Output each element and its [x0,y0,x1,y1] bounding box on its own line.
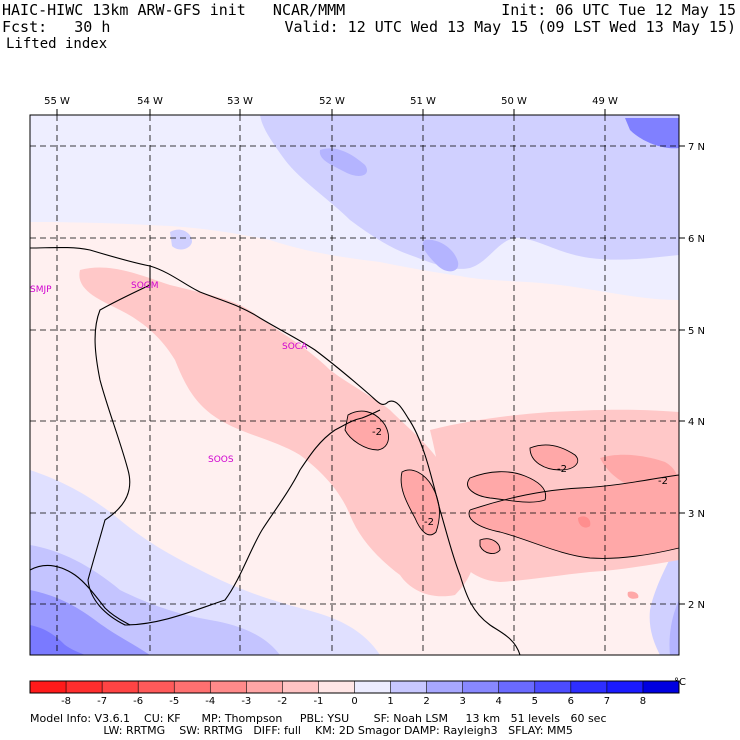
lon-label: 51 W [410,96,436,107]
colorbar: -8 -7 -6 -5 -4 -3 -2 -1 0 1 2 3 4 5 6 7 8 °C [29,677,686,707]
colorbar-swatch [138,681,175,693]
colorbar-tick-label: -1 [313,696,323,707]
colorbar-tick-label: 8 [640,696,646,707]
colorbar-swatch [282,681,319,693]
lon-label: 49 W [592,96,618,107]
colorbar-swatch [426,681,463,693]
lat-label: 5 N [688,326,705,337]
colorbar-unit: °C [674,677,686,688]
colorbar-tick-label: 2 [423,696,429,707]
colorbar-tick-label: -5 [169,696,179,707]
lat-label: 4 N [688,417,705,428]
lon-label: 52 W [319,96,345,107]
contour-label: -2 [372,427,382,438]
colorbar-tick-label: 4 [496,696,502,707]
colorbar-tick-label: -2 [277,696,287,707]
latlon-grid [30,115,679,655]
lon-label: 55 W [44,96,70,107]
colorbar-tick-label: 0 [351,696,357,707]
colorbar-tick-label: -8 [61,696,71,707]
colorbar-tick-label: 7 [604,696,610,707]
contour-lines [344,410,680,559]
lat-label: 7 N [688,142,705,153]
colorbar-swatch [606,681,644,693]
init-time: Init: 06 UTC Tue 12 May 15 [501,1,736,19]
colorbar-swatch [570,681,608,693]
colorbar-swatch [318,681,355,693]
station-label: SMJP [30,285,52,295]
colorbar-tick-label: 5 [532,696,538,707]
valid-time: Valid: 12 UTC Wed 13 May 15 (09 LST Wed … [284,18,736,36]
colorbar-swatch [642,681,680,693]
colorbar-swatch [174,681,211,693]
model-title: HAIC-HIWC 13km ARW-GFS init NCAR/MMM [2,1,346,19]
station-label: SOGM [131,281,159,291]
station-label: SOCA [282,342,308,352]
field-name: Lifted index [6,36,108,52]
colorbar-swatch [246,681,283,693]
lat-label: 2 N [688,600,705,611]
contour-label: -2 [557,464,567,475]
colorbar-tick-label: 1 [387,696,393,707]
colorbar-tick-label: -6 [133,696,143,707]
colorbar-swatch [30,681,67,693]
model-info-line-2: LW: RRTMG SW: RRTMG DIFF: full KM: 2D Sm… [30,724,573,737]
colorbar-tick-label: 3 [459,696,465,707]
contour-label: -2 [424,517,434,528]
lon-label: 50 W [501,96,527,107]
forecast-hour: Fcst: 30 h [2,18,111,36]
station-label: SOOS [208,455,234,465]
tick-marks [56,109,685,605]
coastline-borders [29,246,521,656]
colorbar-swatch [390,681,427,693]
colorbar-swatch [498,681,536,693]
map-frame [29,114,680,656]
colorbar-swatch [354,681,391,693]
colorbar-swatch [534,681,572,693]
colorbar-swatch [66,681,103,693]
colorbar-swatch [102,681,139,693]
shaded-field [30,115,679,655]
colorbar-swatch [462,681,500,693]
lat-label: 3 N [688,509,705,520]
lon-label: 54 W [137,96,163,107]
lon-label: 53 W [227,96,253,107]
colorbar-tick-label: 6 [568,696,574,707]
colorbar-swatch [210,681,247,693]
colorbar-tick-label: -3 [241,696,251,707]
colorbar-tick-label: -7 [97,696,107,707]
model-info-line-1: Model Info: V3.6.1 CU: KF MP: Thompson P… [30,712,607,725]
contour-label: -2 [658,476,668,487]
colorbar-tick-label: -4 [205,696,215,707]
lat-label: 6 N [688,234,705,245]
